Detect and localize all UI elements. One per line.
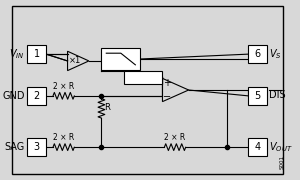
FancyBboxPatch shape <box>12 6 283 174</box>
Text: $V_{OUT}$: $V_{OUT}$ <box>269 140 292 154</box>
FancyBboxPatch shape <box>27 87 46 105</box>
FancyBboxPatch shape <box>248 87 267 105</box>
Text: SAG: SAG <box>5 142 25 152</box>
Text: 2: 2 <box>33 91 40 101</box>
FancyBboxPatch shape <box>27 138 46 156</box>
Text: 5: 5 <box>254 91 260 101</box>
Text: 3: 3 <box>34 142 40 152</box>
Text: R: R <box>104 103 110 112</box>
FancyBboxPatch shape <box>248 45 267 63</box>
Text: −: − <box>163 92 171 102</box>
FancyBboxPatch shape <box>101 48 140 70</box>
Text: $V_{IN}$: $V_{IN}$ <box>9 47 25 61</box>
Text: 1: 1 <box>34 49 40 59</box>
FancyBboxPatch shape <box>27 45 46 63</box>
Text: 2 × R: 2 × R <box>53 82 74 91</box>
Text: ×1: ×1 <box>68 57 81 66</box>
Text: S001: S001 <box>280 155 284 169</box>
FancyBboxPatch shape <box>248 138 267 156</box>
Text: 6: 6 <box>254 49 260 59</box>
Text: 4: 4 <box>254 142 260 152</box>
Text: $V_S$: $V_S$ <box>269 47 282 61</box>
FancyBboxPatch shape <box>124 71 163 84</box>
Text: GND: GND <box>2 91 25 101</box>
Text: +: + <box>163 78 171 88</box>
Text: DIS: DIS <box>269 90 286 100</box>
Text: 2 × R: 2 × R <box>53 133 74 142</box>
Text: 2 × R: 2 × R <box>164 133 186 142</box>
